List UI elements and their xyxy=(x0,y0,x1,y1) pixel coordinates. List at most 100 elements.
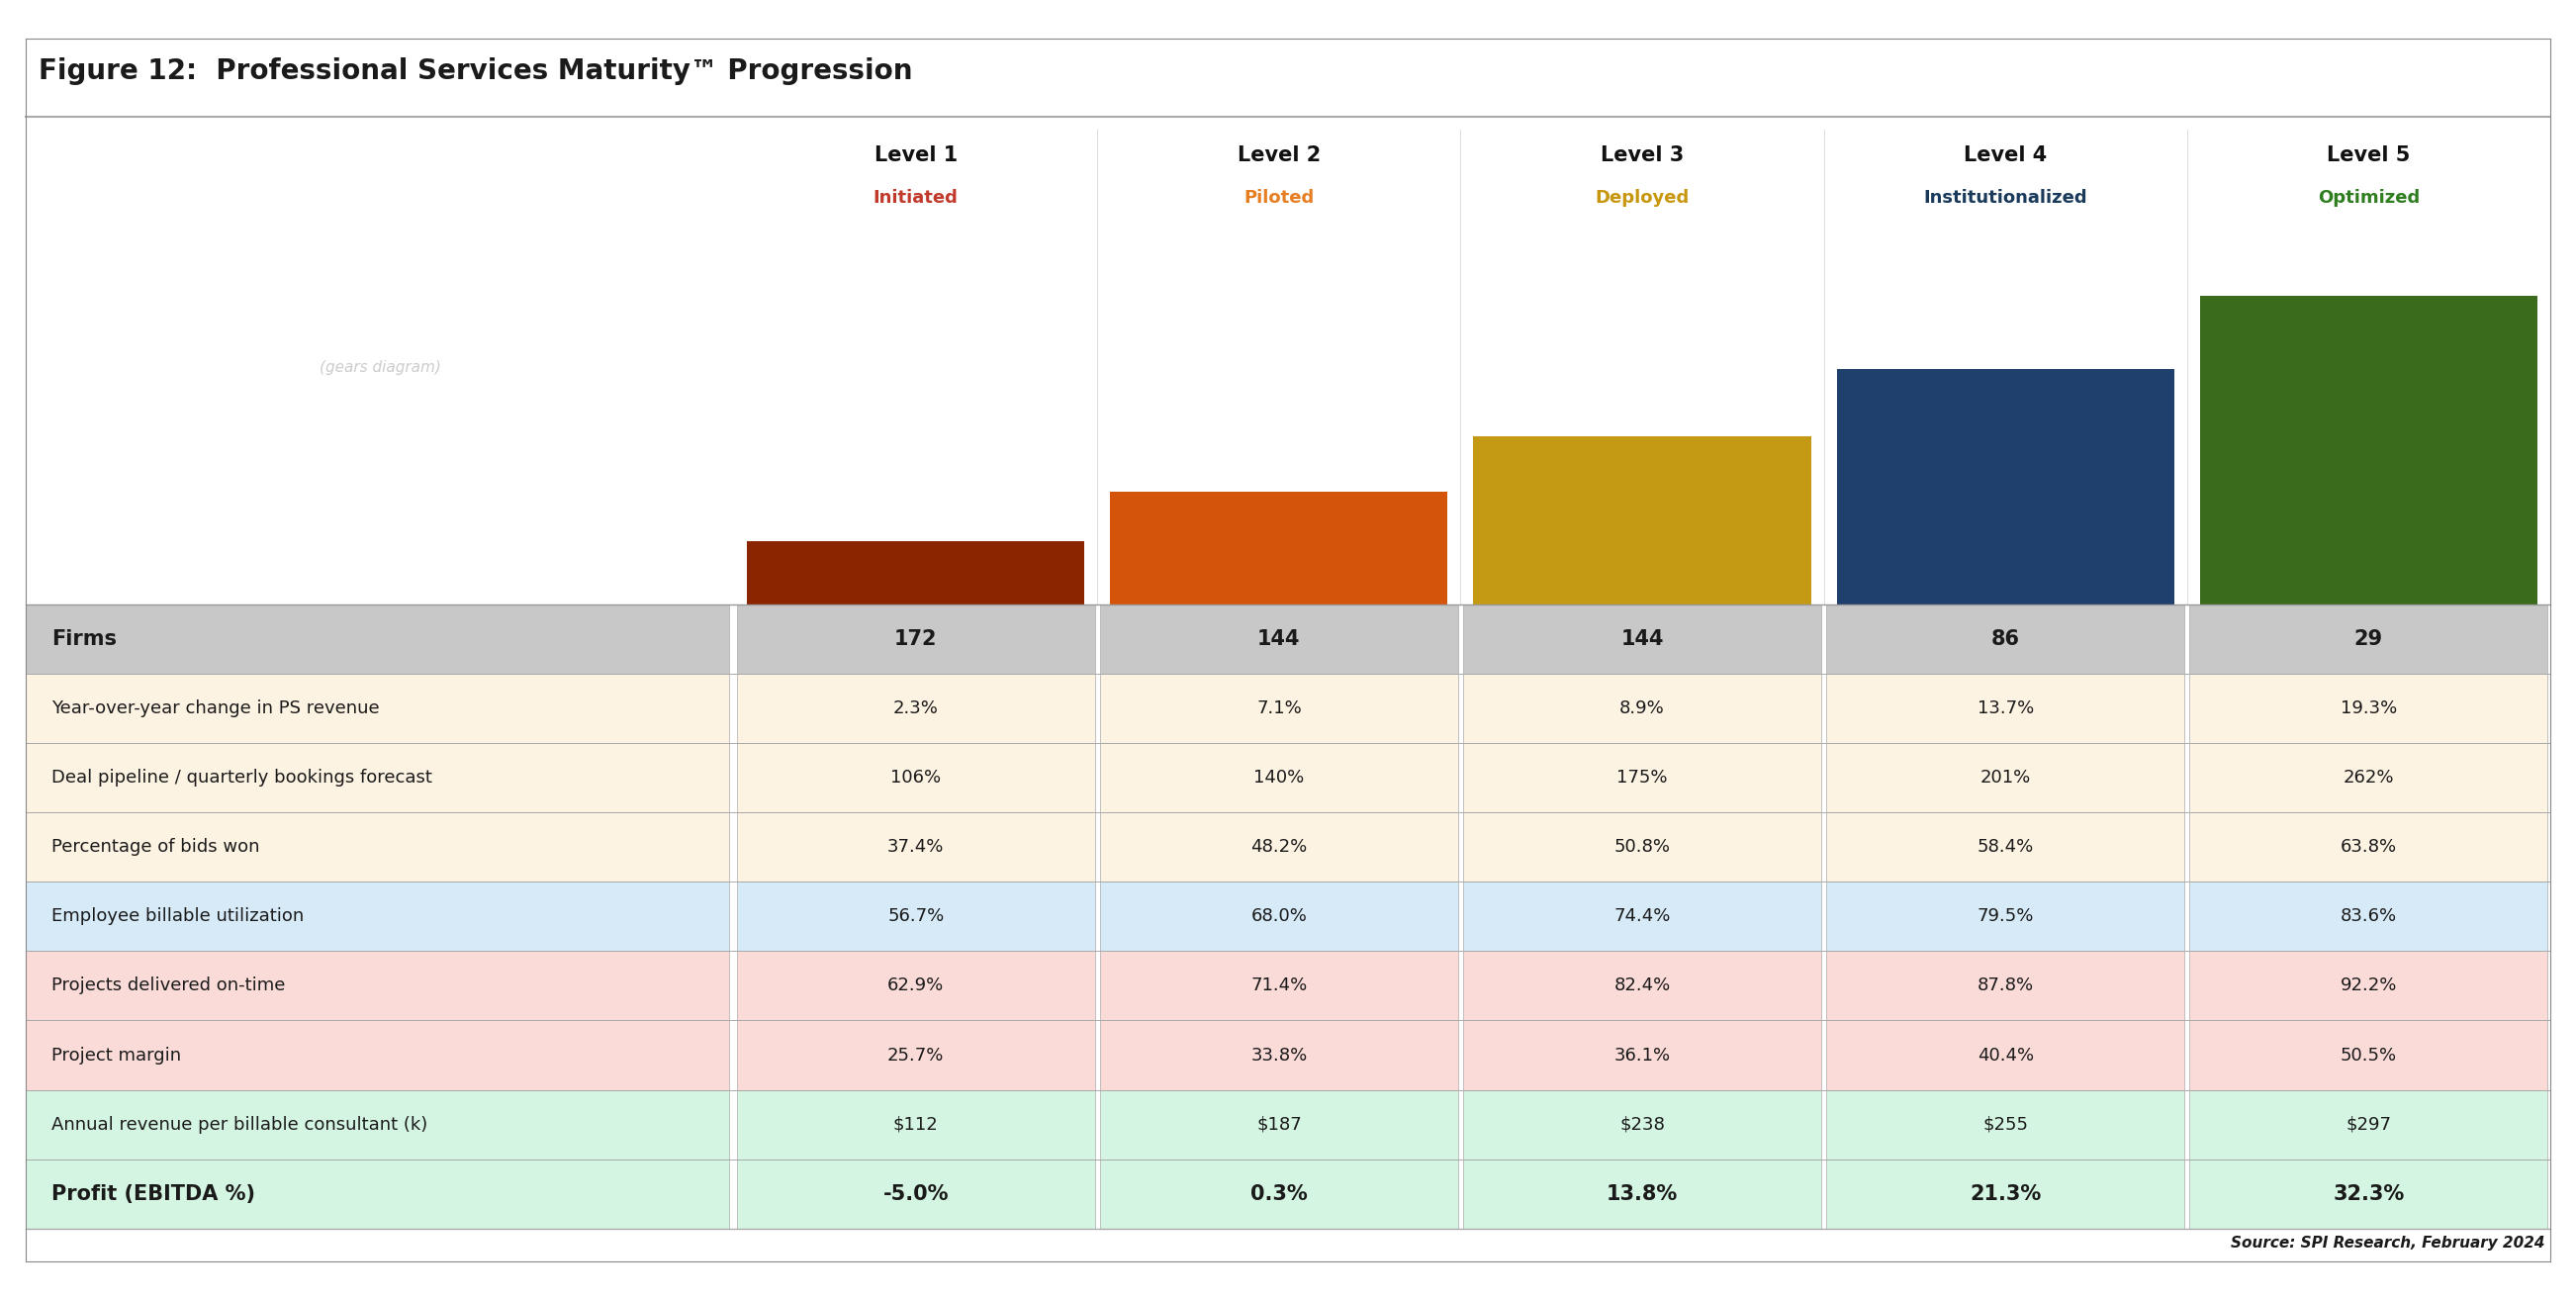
Bar xyxy=(26,744,729,812)
Bar xyxy=(26,1020,729,1089)
Bar xyxy=(747,541,1084,605)
Bar xyxy=(1837,369,2174,604)
Bar xyxy=(1826,1020,2184,1089)
Text: 86: 86 xyxy=(1991,629,2020,649)
Bar xyxy=(1100,1020,1458,1089)
Bar xyxy=(2190,952,2548,1020)
Text: (gears diagram): (gears diagram) xyxy=(319,360,440,374)
Bar xyxy=(1463,1089,1821,1160)
Text: Source: SPI Research, February 2024: Source: SPI Research, February 2024 xyxy=(2231,1236,2545,1251)
Text: Deployed: Deployed xyxy=(1595,188,1690,207)
Bar xyxy=(737,881,1095,952)
Bar xyxy=(737,952,1095,1020)
Text: 50.5%: 50.5% xyxy=(2342,1046,2396,1065)
Bar xyxy=(1826,604,2184,673)
Text: Level 3: Level 3 xyxy=(1600,146,1685,165)
Text: 71.4%: 71.4% xyxy=(1252,976,1306,994)
Bar xyxy=(2190,812,2548,881)
Bar xyxy=(737,673,1095,744)
Bar xyxy=(1826,1089,2184,1160)
Bar xyxy=(1473,436,1811,604)
Text: 68.0%: 68.0% xyxy=(1252,907,1306,926)
Bar xyxy=(26,881,729,952)
Bar xyxy=(1463,952,1821,1020)
Text: 40.4%: 40.4% xyxy=(1978,1046,2032,1065)
Bar xyxy=(1463,673,1821,744)
Text: 50.8%: 50.8% xyxy=(1615,838,1669,857)
Bar xyxy=(1463,1160,1821,1228)
Bar xyxy=(26,673,729,744)
Text: 33.8%: 33.8% xyxy=(1252,1046,1306,1065)
Text: Figure 12:  Professional Services Maturity™ Progression: Figure 12: Professional Services Maturit… xyxy=(39,57,912,86)
Text: 172: 172 xyxy=(894,629,938,649)
Bar xyxy=(1110,493,1448,605)
Text: $297: $297 xyxy=(2347,1115,2391,1134)
Text: Percentage of bids won: Percentage of bids won xyxy=(52,838,260,857)
Text: $112: $112 xyxy=(894,1115,938,1134)
Text: Profit (EBITDA %): Profit (EBITDA %) xyxy=(52,1184,255,1204)
Text: $255: $255 xyxy=(1984,1115,2027,1134)
Text: 21.3%: 21.3% xyxy=(1971,1184,2040,1204)
Text: Level 2: Level 2 xyxy=(1236,146,1321,165)
Text: 140%: 140% xyxy=(1255,768,1303,786)
Text: Project margin: Project margin xyxy=(52,1046,180,1065)
Text: 29: 29 xyxy=(2354,629,2383,649)
Text: 2.3%: 2.3% xyxy=(894,699,938,718)
Bar xyxy=(26,812,729,881)
Bar xyxy=(1100,1160,1458,1228)
Text: 87.8%: 87.8% xyxy=(1978,976,2032,994)
Bar xyxy=(1826,952,2184,1020)
Bar xyxy=(737,1160,1095,1228)
Text: Institutionalized: Institutionalized xyxy=(1924,188,2087,207)
Bar xyxy=(26,604,729,673)
Text: 58.4%: 58.4% xyxy=(1978,838,2032,857)
Text: 262%: 262% xyxy=(2344,768,2393,786)
Text: Firms: Firms xyxy=(52,629,116,649)
Text: 144: 144 xyxy=(1620,629,1664,649)
Text: 19.3%: 19.3% xyxy=(2342,699,2396,718)
Text: Initiated: Initiated xyxy=(873,188,958,207)
Bar xyxy=(1826,812,2184,881)
Text: $187: $187 xyxy=(1257,1115,1301,1134)
Bar xyxy=(1100,673,1458,744)
Text: Optimized: Optimized xyxy=(2318,188,2419,207)
Text: 92.2%: 92.2% xyxy=(2339,976,2398,994)
Bar xyxy=(1463,881,1821,952)
Bar xyxy=(1100,812,1458,881)
Text: 13.8%: 13.8% xyxy=(1607,1184,1677,1204)
Text: 36.1%: 36.1% xyxy=(1615,1046,1669,1065)
Bar xyxy=(26,130,729,604)
Text: 63.8%: 63.8% xyxy=(2342,838,2396,857)
Text: Annual revenue per billable consultant (k): Annual revenue per billable consultant (… xyxy=(52,1115,428,1134)
Bar xyxy=(1463,744,1821,812)
Bar xyxy=(26,1160,729,1228)
Bar xyxy=(1826,881,2184,952)
Bar xyxy=(1826,673,2184,744)
Text: Piloted: Piloted xyxy=(1244,188,1314,207)
Bar xyxy=(2190,744,2548,812)
Text: 7.1%: 7.1% xyxy=(1257,699,1301,718)
Bar xyxy=(2190,1020,2548,1089)
Bar xyxy=(2190,604,2548,673)
Text: 48.2%: 48.2% xyxy=(1252,838,1306,857)
Text: 106%: 106% xyxy=(891,768,940,786)
Text: -5.0%: -5.0% xyxy=(884,1184,948,1204)
Bar xyxy=(1826,744,2184,812)
Text: 144: 144 xyxy=(1257,629,1301,649)
Bar xyxy=(26,952,729,1020)
Bar xyxy=(1463,1020,1821,1089)
Bar xyxy=(1100,881,1458,952)
Text: 201%: 201% xyxy=(1981,768,2030,786)
Bar xyxy=(737,604,1095,673)
Text: 25.7%: 25.7% xyxy=(886,1046,945,1065)
Text: Employee billable utilization: Employee billable utilization xyxy=(52,907,304,926)
Text: 83.6%: 83.6% xyxy=(2342,907,2396,926)
Text: Level 5: Level 5 xyxy=(2326,146,2411,165)
Bar xyxy=(1100,952,1458,1020)
Text: 37.4%: 37.4% xyxy=(886,838,945,857)
Text: 8.9%: 8.9% xyxy=(1620,699,1664,718)
Text: 74.4%: 74.4% xyxy=(1613,907,1672,926)
Bar xyxy=(2190,881,2548,952)
Bar xyxy=(1463,812,1821,881)
Text: 56.7%: 56.7% xyxy=(889,907,943,926)
